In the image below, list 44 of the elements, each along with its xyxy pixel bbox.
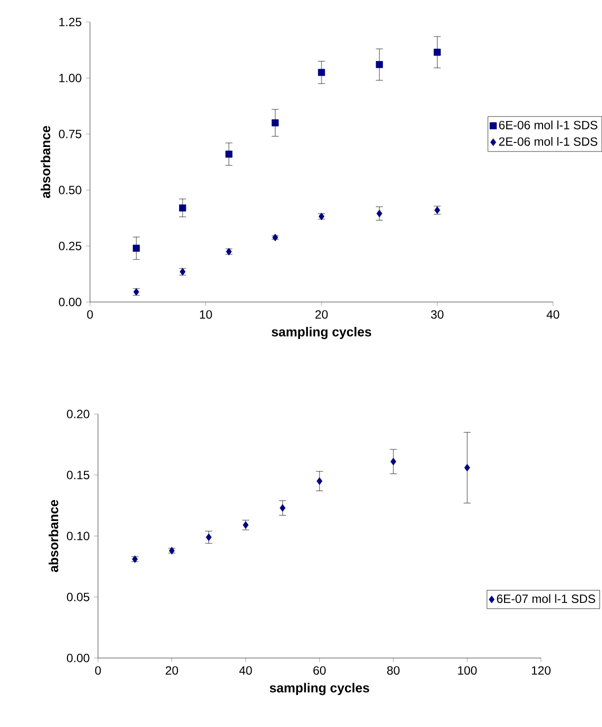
x-tick-label: 80 bbox=[387, 666, 400, 675]
point bbox=[225, 150, 232, 158]
point bbox=[316, 477, 322, 485]
point bbox=[376, 210, 382, 218]
legend-label: 6E-06 mol l-1 SDS bbox=[499, 120, 598, 130]
y-tick-label: 0.50 bbox=[58, 186, 82, 194]
legend-label: 6E-07 mol l-1 SDS bbox=[496, 594, 596, 604]
x-tick-label: 0 bbox=[87, 310, 93, 319]
y-tick-label: 0.00 bbox=[66, 654, 90, 662]
x-tick-label: 30 bbox=[431, 310, 444, 319]
x-axis-title: sampling cycles bbox=[272, 326, 372, 340]
point bbox=[280, 504, 286, 512]
legend-label: 2E-06 mol l-1 SDS bbox=[499, 136, 598, 146]
y-tick-label: 0.10 bbox=[66, 532, 90, 540]
y-tick-label: 0.15 bbox=[66, 470, 90, 480]
x-tick-label: 120 bbox=[532, 666, 551, 675]
point bbox=[434, 48, 441, 56]
point bbox=[318, 68, 325, 76]
x-tick-label: 60 bbox=[313, 666, 326, 675]
point bbox=[464, 464, 470, 472]
point bbox=[272, 234, 278, 242]
y-tick-label: 0.05 bbox=[66, 592, 90, 602]
y-tick-label: 1.25 bbox=[59, 18, 82, 26]
x-tick-label: 100 bbox=[458, 666, 477, 675]
x-tick-label: 20 bbox=[315, 310, 328, 319]
x-tick-label: 40 bbox=[546, 310, 560, 319]
y-tick-label: 0.75 bbox=[58, 130, 82, 138]
x-tick-label: 20 bbox=[166, 666, 178, 675]
point bbox=[206, 533, 212, 542]
point bbox=[376, 61, 383, 68]
point bbox=[179, 204, 186, 212]
y-tick-label: 0.25 bbox=[58, 242, 82, 250]
y-tick-label: 0.20 bbox=[66, 410, 90, 418]
point bbox=[132, 244, 140, 252]
y-tick-label: 0.00 bbox=[58, 298, 82, 306]
point bbox=[272, 119, 279, 126]
x-tick-label: 10 bbox=[200, 310, 212, 319]
x-tick-label: 0 bbox=[95, 666, 101, 675]
point bbox=[390, 458, 396, 466]
y-tick-label: 1.00 bbox=[59, 74, 82, 82]
y-axis-title: absorbance bbox=[48, 500, 58, 572]
x-axis-title: sampling cycles bbox=[270, 682, 370, 696]
y-axis-title: absorbance bbox=[40, 126, 50, 198]
x-tick-label: 40 bbox=[239, 666, 252, 675]
